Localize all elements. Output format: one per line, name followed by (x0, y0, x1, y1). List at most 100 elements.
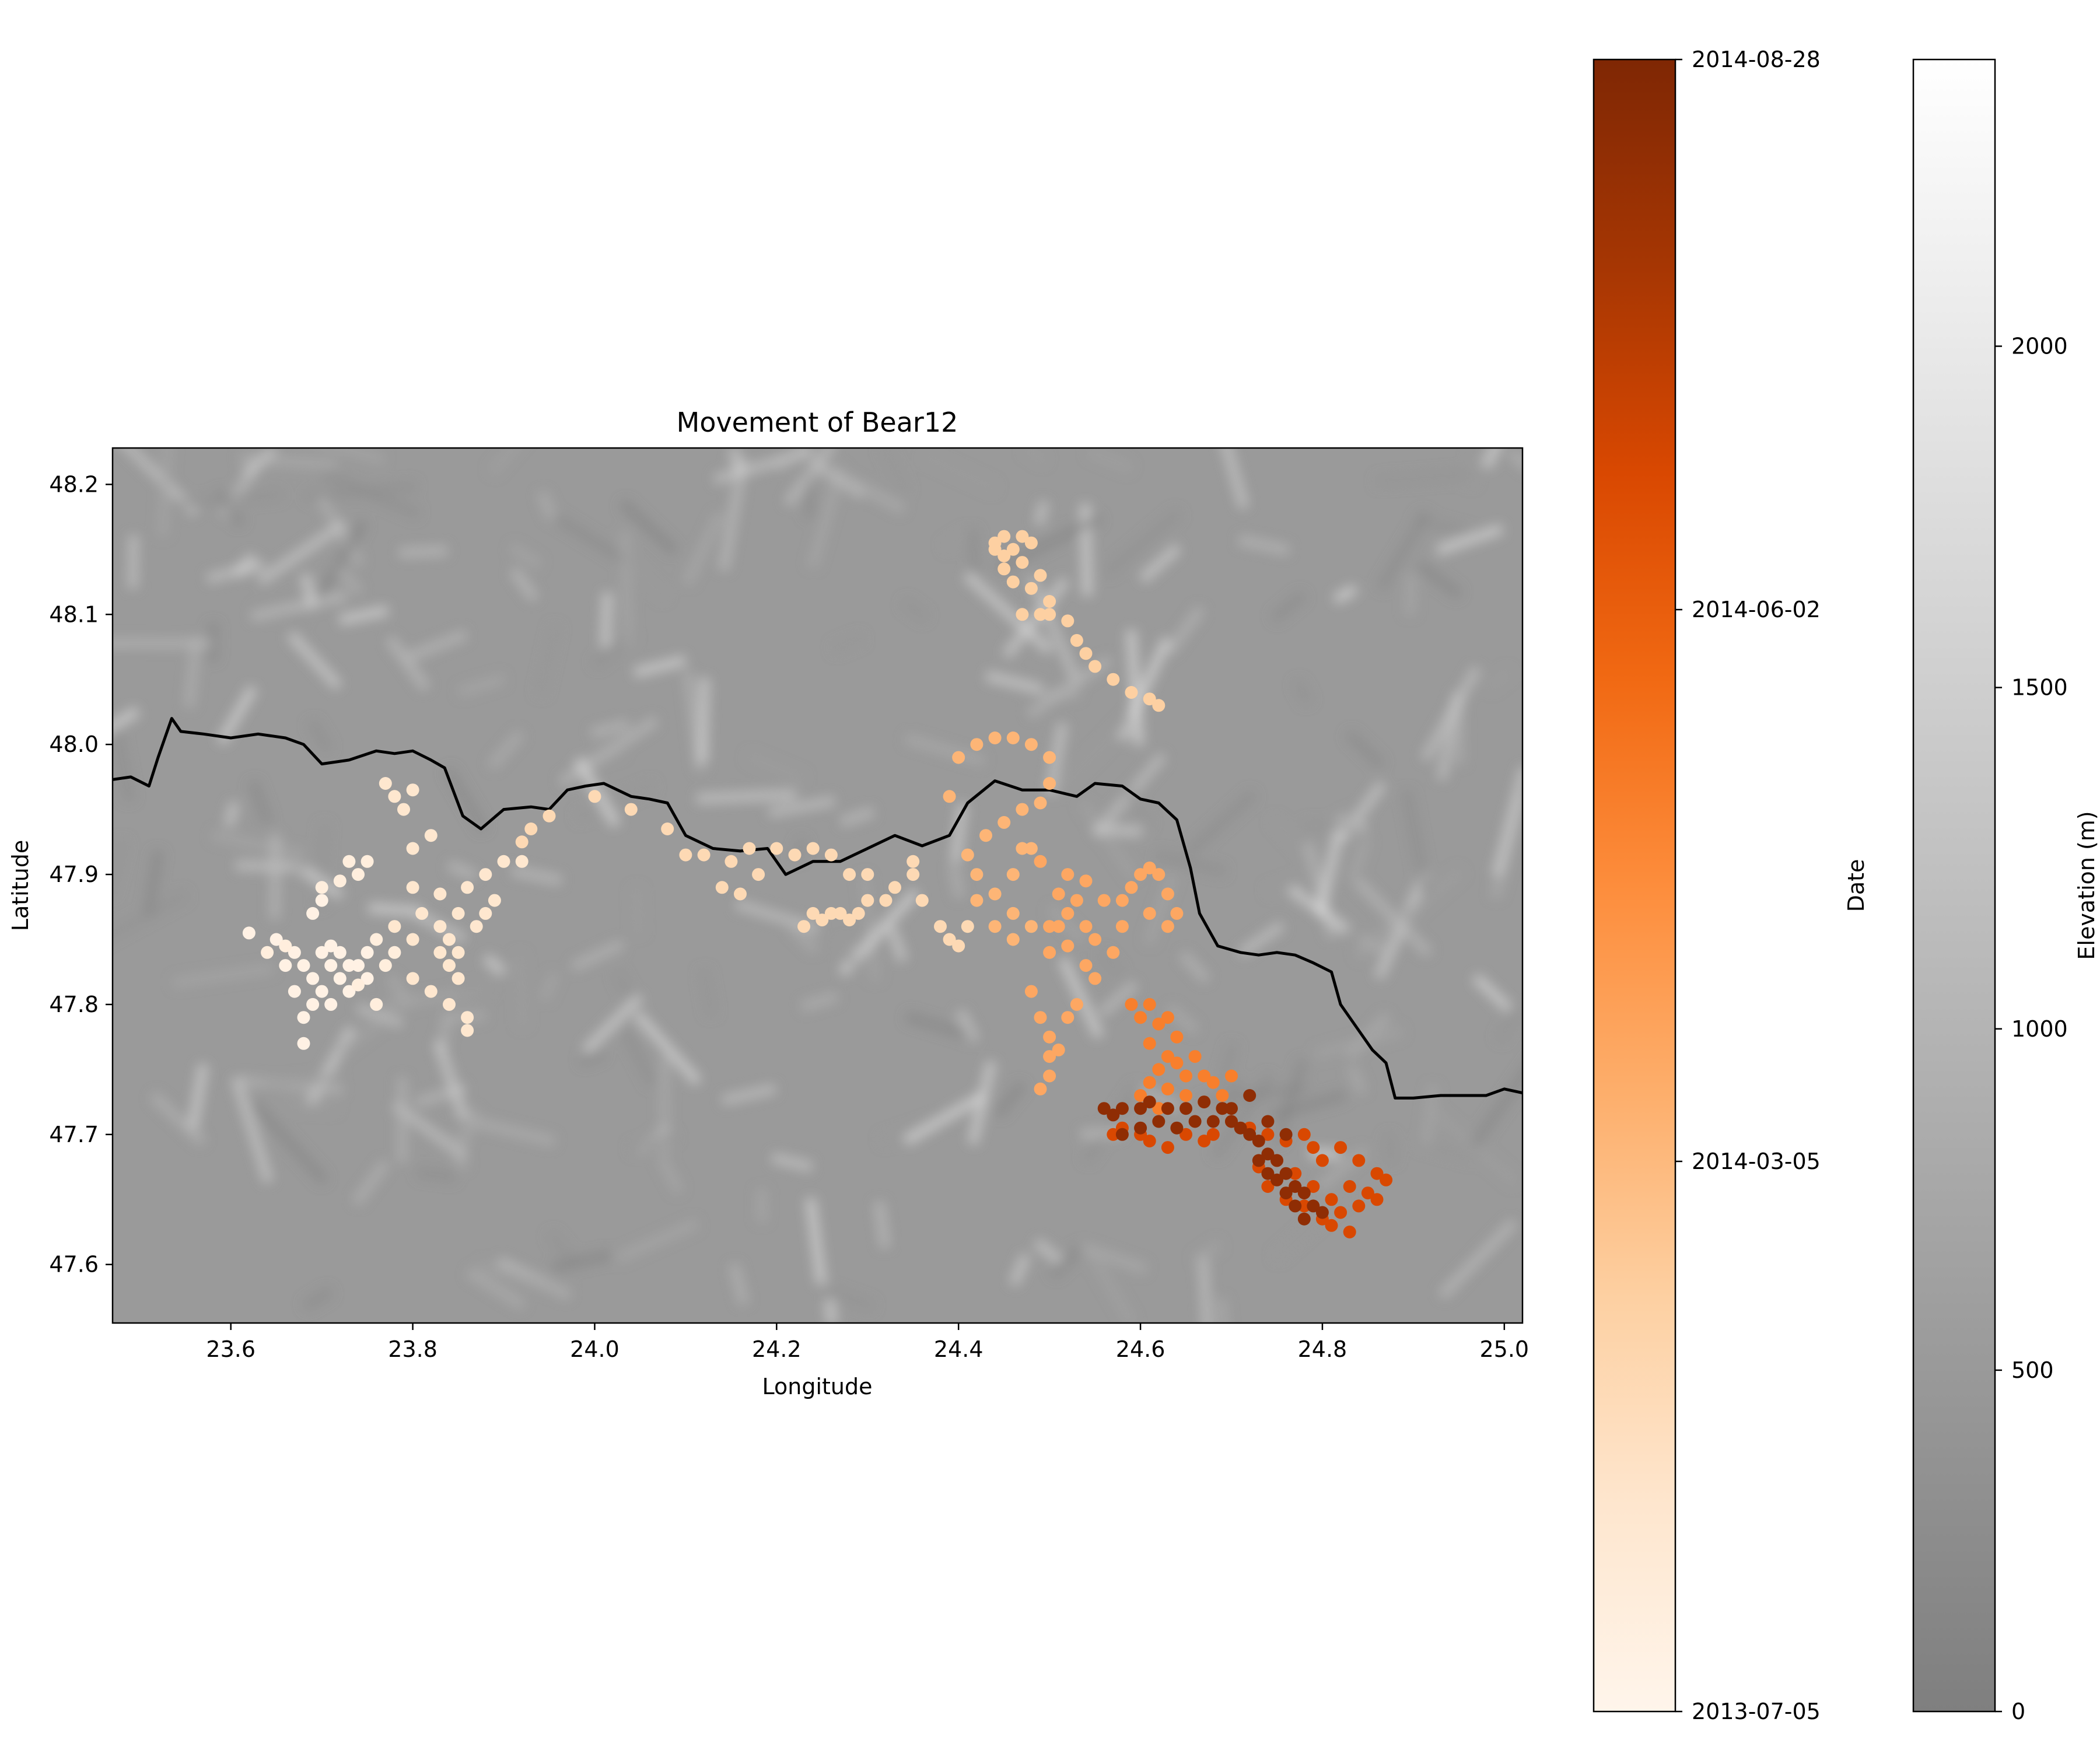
point-series (1024, 855, 1184, 1096)
relief-streak (633, 654, 687, 678)
x-axis: 23.6 23.8 24.0 24.2 24.4 24.6 24.8 25.0 (206, 1323, 1529, 1362)
gps-point (406, 783, 419, 797)
relief-streak (696, 789, 797, 804)
relief-streak (386, 973, 414, 1008)
gps-point (433, 920, 447, 933)
relief-streak (620, 1027, 659, 1088)
gps-point (1261, 1167, 1275, 1180)
relief-streak (443, 1134, 470, 1171)
gps-point (1016, 608, 1029, 621)
gps-point (1043, 1069, 1056, 1083)
relief-streak (1184, 789, 1258, 857)
gps-point (342, 985, 356, 998)
x-tick-label: 24.0 (570, 1336, 620, 1362)
gps-point (1052, 1043, 1065, 1056)
y-tick-label: 47.8 (49, 992, 99, 1017)
relief-streak (1237, 921, 1286, 958)
relief-streak (113, 448, 200, 517)
gps-point (970, 894, 984, 907)
chart-title: Movement of Bear12 (677, 407, 958, 438)
gps-point (1079, 920, 1093, 933)
relief-streak (405, 629, 468, 663)
gps-point (1134, 868, 1147, 881)
gps-point (352, 959, 365, 972)
relief-streak (457, 673, 506, 698)
gps-point (1043, 751, 1056, 764)
relief-streak (250, 590, 348, 622)
relief-streak (1416, 560, 1463, 600)
relief-streak (113, 723, 135, 803)
relief-streak (697, 677, 710, 763)
gps-point (370, 998, 383, 1011)
relief-streak (1021, 448, 1049, 466)
relief-streak (1332, 584, 1359, 605)
relief-streak (535, 624, 561, 697)
gps-point (297, 1011, 310, 1024)
point-series (379, 777, 528, 1037)
relief-streak (1048, 1243, 1086, 1279)
y-tick-label: 48.1 (49, 601, 99, 627)
date-colorbar-ticks: 2013-07-05 2014-03-05 2014-06-02 2014-08-28 (1675, 47, 1821, 1724)
gps-point (1234, 1121, 1247, 1135)
gps-point (1016, 530, 1029, 543)
date-tick-label: 2014-03-05 (1692, 1149, 1821, 1174)
gps-point (1034, 608, 1047, 621)
relief-streak (1197, 1254, 1213, 1323)
relief-streak (453, 1107, 481, 1156)
gps-point (1297, 1212, 1311, 1226)
gps-point (1024, 536, 1038, 550)
relief-streak (1087, 1252, 1137, 1323)
gps-point (715, 881, 729, 894)
gps-point (1134, 1011, 1147, 1024)
gps-point (1315, 1206, 1329, 1219)
gps-point (497, 855, 510, 868)
gps-point (679, 848, 692, 862)
relief-streak (948, 863, 965, 899)
gps-point (915, 894, 929, 907)
gps-point (1315, 1154, 1329, 1167)
relief-streak (113, 889, 190, 947)
gps-point (424, 829, 438, 842)
relief-streak (1271, 1189, 1352, 1263)
gps-point (1206, 1128, 1220, 1141)
gps-point (515, 835, 528, 849)
relief-streak (211, 830, 306, 860)
relief-streak (256, 519, 347, 586)
elevation-relief (113, 448, 1522, 1323)
y-tick-label: 47.9 (49, 862, 99, 887)
relief-streak (286, 631, 343, 691)
gps-point (1343, 1226, 1356, 1238)
relief-streak (1237, 534, 1290, 556)
relief-streak (582, 993, 644, 1055)
gps-point (1152, 1115, 1166, 1128)
relief-streak (985, 670, 1043, 695)
gps-point (1161, 887, 1174, 901)
gps-point (1034, 796, 1047, 810)
relief-streak (1077, 799, 1139, 881)
gps-point (1152, 699, 1166, 712)
date-colorbar: 2013-07-05 2014-03-05 2014-06-02 2014-08-28… (1592, 47, 1869, 1724)
gps-point (1125, 998, 1138, 1011)
relief-streak (1264, 875, 1302, 897)
relief-streak (993, 1080, 1027, 1118)
gps-point (797, 920, 811, 933)
gps-point (352, 868, 365, 881)
date-tick-label: 2014-06-02 (1692, 597, 1821, 622)
gps-point (1261, 1115, 1275, 1128)
y-axis: 47.6 47.7 47.8 47.9 48.0 48.1 48.2 (49, 471, 113, 1278)
relief-streak (536, 490, 558, 522)
gps-point (1206, 1115, 1220, 1128)
relief-streak (1272, 1058, 1308, 1146)
relief-streak (368, 902, 422, 917)
relief-streak (618, 499, 679, 556)
gps-point (1334, 1206, 1348, 1219)
relief-streak (1494, 1006, 1522, 1044)
gps-point (1006, 542, 1020, 556)
relief-streak (1313, 1026, 1404, 1060)
gps-point (315, 985, 328, 998)
gps-point (1279, 1186, 1293, 1200)
gps-point (1161, 1050, 1174, 1063)
relief-streak (149, 1091, 207, 1147)
gps-point (1289, 1180, 1302, 1193)
gps-point (1270, 1154, 1283, 1167)
